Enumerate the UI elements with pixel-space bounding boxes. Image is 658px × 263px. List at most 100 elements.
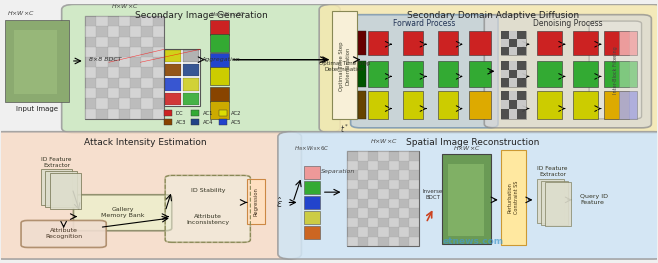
Text: $H_{/8}$$\times$$W_{/8}$$\times$$6C$: $H_{/8}$$\times$$W_{/8}$$\times$$6C$: [294, 144, 330, 153]
Bar: [538, 179, 563, 223]
Bar: [347, 170, 358, 180]
Bar: [388, 237, 399, 246]
Bar: [97, 26, 108, 37]
Bar: [97, 78, 108, 88]
Bar: [399, 237, 409, 246]
Bar: [108, 78, 119, 88]
Bar: [501, 61, 509, 69]
Bar: [86, 109, 97, 119]
Bar: [468, 31, 491, 54]
Bar: [468, 90, 491, 119]
Bar: [153, 26, 164, 37]
Bar: [141, 78, 153, 88]
Bar: [501, 31, 509, 39]
Bar: [97, 88, 108, 98]
Bar: [45, 171, 77, 207]
Bar: [409, 208, 419, 218]
Bar: [86, 67, 97, 78]
Text: ID Feature
Extractor: ID Feature Extractor: [537, 166, 568, 177]
Text: $t^*$: $t^*$: [340, 123, 349, 135]
Text: Regression: Regression: [254, 187, 259, 216]
Bar: [378, 227, 388, 237]
Bar: [517, 90, 526, 100]
Bar: [517, 61, 526, 69]
Bar: [304, 166, 320, 179]
Bar: [247, 179, 265, 224]
Bar: [501, 100, 509, 109]
Bar: [97, 16, 108, 26]
Bar: [86, 57, 97, 67]
FancyBboxPatch shape: [319, 4, 658, 133]
Bar: [572, 31, 597, 54]
Bar: [108, 98, 119, 109]
Bar: [347, 227, 358, 237]
Text: $H_{/8}$$\times$$W_{/8}$$\times$$6C$: $H_{/8}$$\times$$W_{/8}$$\times$$6C$: [211, 11, 246, 19]
Bar: [304, 181, 320, 194]
Bar: [378, 218, 388, 227]
Text: Gallery
Memory Bank: Gallery Memory Bank: [101, 207, 144, 218]
Bar: [97, 37, 108, 47]
FancyBboxPatch shape: [351, 15, 498, 128]
Bar: [409, 218, 419, 227]
Bar: [130, 16, 141, 26]
Bar: [191, 110, 199, 116]
Bar: [501, 109, 509, 119]
Bar: [358, 227, 368, 237]
Bar: [86, 88, 97, 98]
Bar: [50, 173, 82, 209]
Bar: [108, 67, 119, 78]
Bar: [403, 61, 423, 87]
Bar: [468, 61, 491, 87]
Bar: [409, 199, 419, 208]
Bar: [409, 237, 419, 246]
FancyBboxPatch shape: [165, 175, 251, 242]
Bar: [130, 37, 141, 47]
Bar: [119, 109, 130, 119]
Bar: [119, 47, 130, 57]
Bar: [517, 39, 526, 47]
Text: AC3: AC3: [176, 120, 186, 125]
Bar: [210, 67, 230, 85]
FancyBboxPatch shape: [484, 15, 651, 128]
Text: $H$$\times$$W$$\times$$C$: $H$$\times$$W$$\times$$C$: [7, 9, 35, 17]
Bar: [358, 151, 368, 160]
Bar: [165, 93, 180, 105]
Bar: [399, 151, 409, 160]
Bar: [358, 208, 368, 218]
Bar: [97, 57, 108, 67]
Bar: [97, 109, 108, 119]
Bar: [304, 211, 320, 224]
Text: Attribute
Recognition: Attribute Recognition: [45, 229, 82, 239]
Bar: [119, 88, 130, 98]
Text: Optimal Time Step
Determination: Optimal Time Step Determination: [319, 61, 370, 72]
Bar: [378, 189, 388, 199]
Bar: [537, 90, 562, 119]
Bar: [517, 31, 526, 39]
Bar: [409, 180, 419, 189]
Text: $H$$\times$$W$$\times$$C$: $H$$\times$$W$$\times$$C$: [370, 137, 397, 145]
Bar: [358, 218, 368, 227]
Bar: [347, 151, 419, 246]
Bar: [219, 110, 227, 116]
Bar: [119, 67, 130, 78]
Bar: [153, 37, 164, 47]
Bar: [304, 196, 320, 209]
Text: AC2: AC2: [231, 111, 241, 116]
Bar: [368, 31, 388, 54]
Bar: [210, 101, 230, 119]
Bar: [517, 78, 526, 87]
Bar: [210, 87, 230, 102]
Bar: [438, 90, 458, 119]
Bar: [501, 69, 509, 78]
Bar: [183, 93, 199, 105]
Bar: [141, 26, 153, 37]
Bar: [130, 98, 141, 109]
Bar: [399, 170, 409, 180]
Bar: [517, 100, 526, 109]
Bar: [153, 47, 164, 57]
Bar: [572, 90, 597, 119]
FancyBboxPatch shape: [0, 132, 301, 259]
Bar: [378, 237, 388, 246]
Bar: [448, 164, 484, 236]
Bar: [368, 61, 388, 87]
